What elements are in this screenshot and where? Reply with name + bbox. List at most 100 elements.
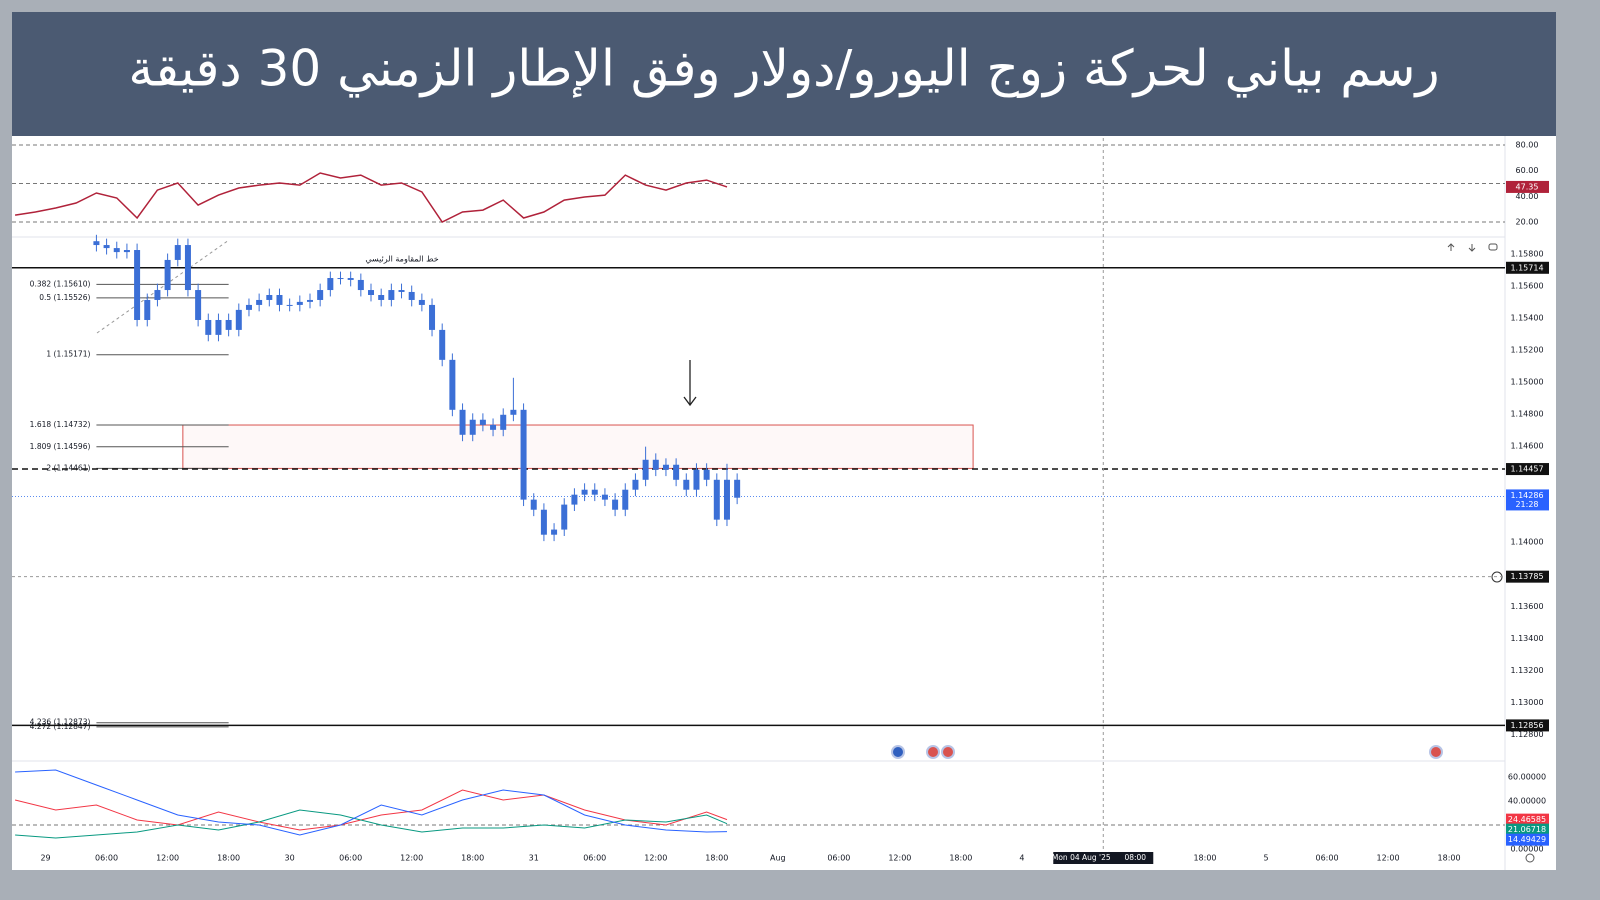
x-tick-label: 18:00 — [217, 854, 240, 863]
candle-body — [561, 504, 568, 530]
candle-body — [93, 241, 100, 246]
x-tick-label: Aug — [770, 854, 786, 863]
candle-body — [723, 479, 730, 520]
y-tick-label: 1.13600 — [1510, 602, 1543, 611]
candle-body — [205, 319, 212, 335]
candle-body — [683, 479, 690, 490]
crosshair-date-box — [1053, 852, 1154, 864]
crosshair-date: Mon 04 Aug '25 — [1052, 853, 1111, 862]
series-line — [14, 172, 728, 223]
y-tick-label: 1.12800 — [1510, 730, 1543, 739]
candle-body — [673, 464, 680, 480]
x-tick-label: 18:00 — [461, 854, 484, 863]
candle-body — [449, 359, 456, 410]
level-label: 1.14457 — [1510, 465, 1543, 474]
y-tick-label: 1.14600 — [1510, 442, 1543, 451]
candle-body — [256, 299, 263, 305]
level-label-box — [1506, 719, 1549, 732]
candle-body — [540, 509, 547, 535]
candle-body — [500, 414, 507, 430]
event-flag — [941, 745, 955, 759]
fib-label: 1.618 (1.14732) — [30, 420, 91, 429]
candle-body — [327, 278, 334, 291]
candle-body — [144, 299, 151, 320]
candle-body — [154, 290, 161, 300]
candle-body — [408, 291, 415, 300]
toolbar[interactable] — [1447, 243, 1498, 252]
candle-body — [520, 409, 527, 500]
last-value-label: 14.49429 — [1508, 835, 1546, 844]
annotation: خط المقاومة الرئيسي — [365, 254, 438, 263]
y-tick-label: 1.15400 — [1510, 314, 1543, 323]
y-tick-label: 20.00 — [1516, 218, 1539, 227]
settings-button[interactable] — [1525, 853, 1535, 863]
candle-body — [632, 479, 639, 490]
y-tick-label: 1.14800 — [1510, 410, 1543, 419]
candle-body — [601, 494, 608, 500]
last-value-label: 21.06718 — [1508, 825, 1546, 834]
y-tick-label: 40.00000 — [1508, 797, 1546, 806]
x-tick-label: 18:00 — [949, 854, 972, 863]
candle-body — [245, 304, 252, 310]
current-price-box — [1506, 489, 1549, 511]
x-tick-label: 30 — [285, 854, 295, 863]
candle-body — [510, 409, 517, 415]
last-value-label: 47.35 — [1516, 182, 1539, 191]
chart-area — [12, 136, 1556, 870]
candle-body — [581, 489, 588, 495]
countdown-label: 21:28 — [1515, 500, 1538, 509]
crosshair-price-label: 1.13785 — [1510, 572, 1543, 581]
candle-body — [652, 459, 659, 470]
candle-body — [622, 489, 629, 510]
last-value-label-box — [1506, 823, 1549, 836]
x-tick-label: 4 — [1019, 854, 1024, 863]
move-down-button[interactable] — [1468, 244, 1476, 252]
candle-body — [418, 299, 425, 305]
candle-body — [195, 290, 202, 320]
x-tick-label: 12:00 — [400, 854, 423, 863]
y-tick-label: 1.15000 — [1510, 378, 1543, 387]
x-tick-label: 12:00 — [888, 854, 911, 863]
event-flag — [1429, 745, 1443, 759]
candle-body — [113, 248, 120, 253]
y-tick-label: 0.00000 — [1510, 845, 1543, 854]
fib-label: 4.272 (1.12847) — [30, 722, 91, 731]
candle-body — [439, 329, 446, 360]
level-label-box — [1506, 261, 1549, 274]
candle-body — [215, 319, 222, 335]
candle-body — [530, 499, 537, 510]
y-tick-label: 60.00 — [1516, 166, 1539, 175]
candle-body — [479, 419, 486, 425]
candle-body — [398, 290, 405, 292]
candle-body — [378, 295, 385, 300]
x-tick-label: 5 — [1263, 854, 1268, 863]
candle-body — [469, 419, 476, 435]
x-tick-label: 31 — [529, 854, 539, 863]
level-label: 1.12856 — [1510, 721, 1543, 730]
event-flag — [926, 745, 940, 759]
series-line — [15, 769, 728, 836]
x-tick-label: 12:00 — [156, 854, 179, 863]
candle-body — [347, 278, 354, 280]
crosshair-time: 08:00 — [1124, 853, 1146, 862]
candle-body — [357, 279, 364, 291]
candle-body — [103, 245, 110, 249]
candle-body — [642, 459, 649, 480]
arrow-head — [683, 396, 697, 407]
y-tick-label: 1.15200 — [1510, 346, 1543, 355]
y-tick-label: 60.00000 — [1508, 773, 1546, 782]
candle-body — [225, 319, 232, 330]
reset-button[interactable] — [1488, 243, 1498, 251]
candle-body — [713, 479, 720, 520]
x-tick-label: 18:00 — [1193, 854, 1216, 863]
fib-label: 2 (1.14461) — [46, 463, 90, 472]
candle-body — [693, 469, 700, 490]
candle-body — [459, 409, 466, 435]
y-tick-label: 1.15800 — [1510, 250, 1543, 259]
move-up-button[interactable] — [1447, 243, 1455, 251]
level-label-box — [1506, 463, 1549, 476]
y-tick-label: 1.15600 — [1510, 282, 1543, 291]
series-line — [15, 809, 728, 839]
y-tick-label: 1.13000 — [1510, 698, 1543, 707]
